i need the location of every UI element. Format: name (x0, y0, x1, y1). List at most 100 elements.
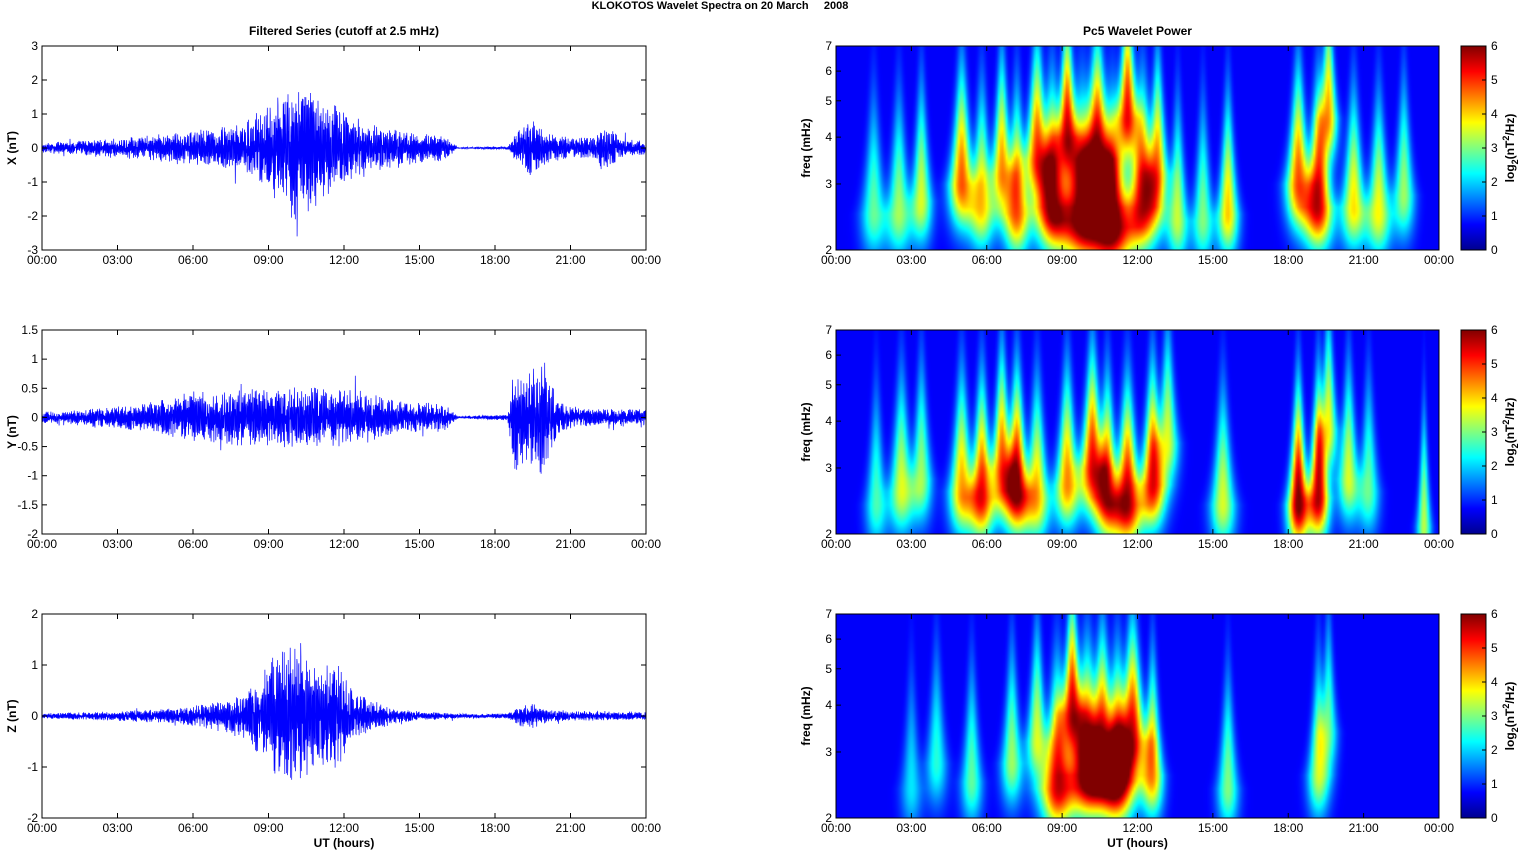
y-wavelet-spectrum-image (836, 330, 1439, 534)
x-wavelet-xtick-label: 00:00 (821, 253, 851, 267)
x-series-ytick-label: 1 (31, 107, 38, 121)
y-wavelet-colorbar-label: log2(nT2/Hz) (1501, 398, 1520, 467)
x-wavelet-xtick-label: 06:00 (972, 253, 1002, 267)
x-wavelet-colorbar-tick-label: 2 (1491, 175, 1498, 189)
z-series-xtick-label: 15:00 (404, 821, 434, 835)
z-series-trace (41, 643, 647, 780)
z-series-xtick-label: 03:00 (102, 821, 132, 835)
y-wavelet-ytick-label: 7 (825, 323, 832, 337)
y-wavelet-xtick-label: 18:00 (1273, 537, 1303, 551)
y-series-xtick-label: 00:00 (27, 537, 57, 551)
y-series-ytick-label: -0.5 (17, 440, 38, 454)
y-wavelet-colorbar-tick-label: 1 (1491, 493, 1498, 507)
y-wavelet-colorbar-tick-label: 2 (1491, 459, 1498, 473)
x-series-xtick-label: 00:00 (27, 253, 57, 267)
x-wavelet-colorbar-tick-label: 5 (1491, 73, 1498, 87)
z-wavelet-colorbar-tick-label: 2 (1491, 743, 1498, 757)
z-wavelet-xlabel: UT (hours) (1107, 836, 1168, 850)
z-series-ytick-label: 2 (31, 607, 38, 621)
z-wavelet-xtick-label: 12:00 (1122, 821, 1152, 835)
z-wavelet-colorbar-tick-label: 1 (1491, 777, 1498, 791)
z-wavelet-xtick-label: 00:00 (821, 821, 851, 835)
x-wavelet-ytick-label: 4 (825, 130, 832, 144)
y-series-ytick-label: -1 (27, 469, 38, 483)
x-wavelet-colorbar (1460, 45, 1487, 251)
z-wavelet-colorbar-tick-label: 0 (1491, 811, 1498, 825)
x-series-ylabel: X (nT) (5, 131, 19, 165)
x-wavelet-colorbar-tick-label: 0 (1491, 243, 1498, 257)
y-wavelet-xtick-label: 06:00 (972, 537, 1002, 551)
z-series-panel: 2 1 0 -1 -200:00 03:00 06:00 09:00 12:00 15:00 18:… (5, 607, 661, 850)
y-wavelet-ytick-label: 4 (825, 414, 832, 428)
x-series-title: Filtered Series (cutoff at 2.5 mHz) (249, 24, 439, 38)
x-wavelet-xtick-label: 12:00 (1122, 253, 1152, 267)
z-wavelet-colorbar-tick-label: 3 (1491, 709, 1498, 723)
x-wavelet-colorbar-tick-label: 1 (1491, 209, 1498, 223)
y-series-xtick-label: 00:00 (631, 537, 661, 551)
x-series-ytick-label: 0 (31, 141, 38, 155)
z-series-ytick-label: -2 (27, 811, 38, 825)
z-wavelet-ytick-label: 7 (825, 607, 832, 621)
y-series-ytick-label: -2 (27, 527, 38, 541)
x-series-ytick-label: -2 (27, 209, 38, 223)
z-series-xtick-label: 18:00 (480, 821, 510, 835)
z-series-xtick-label: 00:00 (27, 821, 57, 835)
x-wavelet-xtick-label: 18:00 (1273, 253, 1303, 267)
z-wavelet-xtick-label: 03:00 (896, 821, 926, 835)
z-wavelet-ytick-label: 3 (825, 745, 832, 759)
z-wavelet-xtick-label: 06:00 (972, 821, 1002, 835)
y-wavelet-colorbar-tick-label: 4 (1491, 391, 1498, 405)
x-series-xtick-label: 06:00 (178, 253, 208, 267)
x-wavelet-colorbar-tick-label: 3 (1491, 141, 1498, 155)
y-wavelet-colorbar-tick-label: 0 (1491, 527, 1498, 541)
y-wavelet-ytick-label: 3 (825, 461, 832, 475)
z-wavelet-xtick-label: 15:00 (1198, 821, 1228, 835)
x-wavelet-ytick-label: 3 (825, 177, 832, 191)
x-wavelet-ylabel: freq (mHz) (799, 118, 813, 177)
y-series-xtick-label: 15:00 (404, 537, 434, 551)
y-series-xtick-label: 21:00 (555, 537, 585, 551)
y-series-xtick-label: 09:00 (253, 537, 283, 551)
z-wavelet-colorbar-tick-label: 6 (1491, 607, 1498, 621)
z-series-ytick-label: 0 (31, 709, 38, 723)
x-series-xtick-label: 03:00 (102, 253, 132, 267)
x-series-trace (41, 92, 647, 237)
y-series-ylabel: Y (nT) (5, 415, 19, 449)
y-series-trace (41, 362, 647, 474)
y-series-ytick-label: 1.5 (21, 323, 38, 337)
y-wavelet-ytick-label: 5 (825, 378, 832, 392)
y-series-ytick-label: -1.5 (17, 498, 38, 512)
y-wavelet-colorbar-tick-label: 5 (1491, 357, 1498, 371)
z-wavelet-ytick-label: 2 (825, 811, 832, 825)
y-series-ytick-label: 0.5 (21, 381, 38, 395)
z-series-xtick-label: 21:00 (555, 821, 585, 835)
z-wavelet-xtick-label: 21:00 (1349, 821, 1379, 835)
z-wavelet-xtick-label: 09:00 (1047, 821, 1077, 835)
z-wavelet-colorbar-label: log2(nT2/Hz) (1501, 682, 1520, 751)
z-wavelet-ytick-label: 5 (825, 662, 832, 676)
z-series-xtick-label: 09:00 (253, 821, 283, 835)
z-wavelet-ytick-label: 6 (825, 632, 832, 646)
z-series-ytick-label: -1 (27, 760, 38, 774)
z-series-ylabel: Z (nT) (5, 699, 19, 732)
z-series-ytick-label: 1 (31, 658, 38, 672)
y-series-panel: 1.510.50-0.5-1-1.5-200:00 03:00 06:00 09:00… (5, 323, 661, 551)
y-series-xtick-label: 18:00 (480, 537, 510, 551)
z-wavelet-spectrum-image (836, 614, 1439, 818)
y-series-ytick-label: 0 (31, 410, 38, 424)
x-series-ytick-label: -1 (27, 175, 38, 189)
x-series-xtick-label: 00:00 (631, 253, 661, 267)
x-series-xtick-label: 21:00 (555, 253, 585, 267)
z-wavelet-colorbar-tick-label: 5 (1491, 641, 1498, 655)
y-wavelet-colorbar-tick-label: 3 (1491, 425, 1498, 439)
z-series-xtick-label: 06:00 (178, 821, 208, 835)
y-wavelet-xtick-label: 03:00 (896, 537, 926, 551)
y-wavelet-xtick-label: 00:00 (1424, 537, 1454, 551)
z-series-xtick-label: 12:00 (329, 821, 359, 835)
z-wavelet-xtick-label: 18:00 (1273, 821, 1303, 835)
